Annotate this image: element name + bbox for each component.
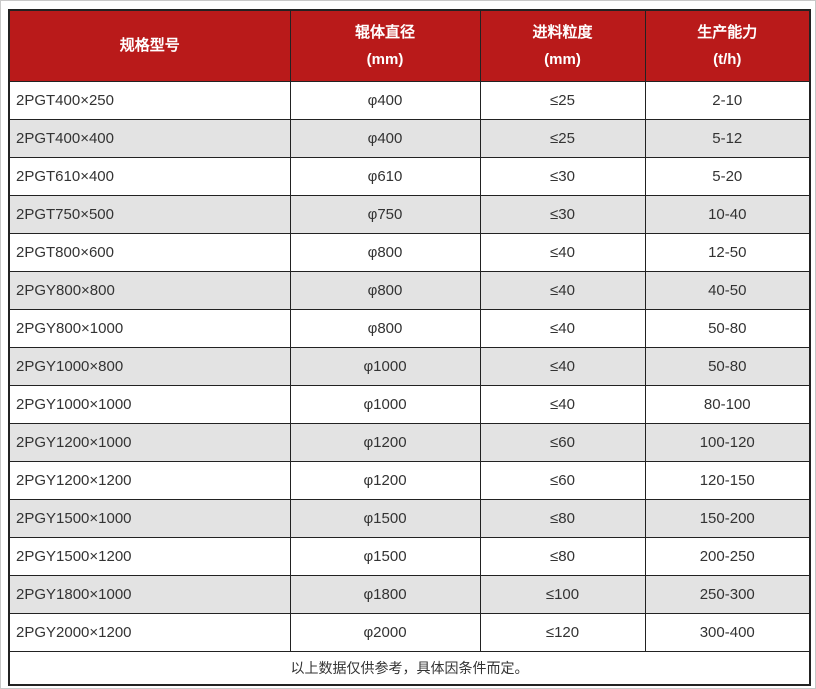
cell-model: 2PGY1500×1000 [8, 498, 291, 538]
cell-capacity: 300-400 [644, 612, 811, 652]
cell-feed-size: ≤30 [479, 156, 646, 196]
cell-feed-size: ≤40 [479, 308, 646, 348]
column-header-feed-size: 进料粒度 (mm) [479, 9, 646, 82]
column-header-model-label: 规格型号 [119, 37, 180, 55]
cell-capacity: 2-10 [644, 80, 811, 120]
cell-feed-size: ≤25 [479, 118, 646, 158]
cell-model: 2PGT400×400 [8, 118, 291, 158]
cell-roller-diameter: φ400 [289, 118, 481, 158]
table-row: 2PGT610×400 φ610 ≤30 5-20 [8, 156, 811, 196]
cell-roller-diameter: φ610 [289, 156, 481, 196]
cell-feed-size: ≤40 [479, 232, 646, 272]
cell-roller-diameter: φ1800 [289, 574, 481, 614]
cell-model: 2PGY800×800 [8, 270, 291, 310]
cell-model: 2PGY1200×1200 [8, 460, 291, 500]
column-header-model: 规格型号 [8, 9, 291, 82]
table-row: 2PGT800×600 φ800 ≤40 12-50 [8, 232, 811, 272]
cell-feed-size: ≤80 [479, 498, 646, 538]
column-header-capacity: 生产能力 (t/h) [644, 9, 811, 82]
cell-model: 2PGT750×500 [8, 194, 291, 234]
cell-feed-size: ≤40 [479, 346, 646, 386]
table-row: 2PGT750×500 φ750 ≤30 10-40 [8, 194, 811, 234]
cell-model: 2PGT610×400 [8, 156, 291, 196]
cell-model: 2PGY2000×1200 [8, 612, 291, 652]
cell-capacity: 50-80 [644, 308, 811, 348]
table-row: 2PGT400×400 φ400 ≤25 5-12 [8, 118, 811, 158]
header-row: 规格型号 辊体直径 (mm) 进料粒度 (mm) 生产能力 (t/h) [8, 9, 811, 82]
cell-capacity: 5-20 [644, 156, 811, 196]
table-row: 2PGY1500×1000 φ1500 ≤80 150-200 [8, 498, 811, 538]
cell-capacity: 100-120 [644, 422, 811, 462]
cell-capacity: 150-200 [644, 498, 811, 538]
cell-model: 2PGY1000×1000 [8, 384, 291, 424]
table-row: 2PGY2000×1200 φ2000 ≤120 300-400 [8, 612, 811, 652]
cell-roller-diameter: φ800 [289, 270, 481, 310]
column-header-capacity-unit: (t/h) [713, 50, 742, 68]
table-footer: 以上数据仅供参考，具体因条件而定。 [8, 650, 811, 686]
cell-feed-size: ≤100 [479, 574, 646, 614]
cell-model: 2PGY1200×1000 [8, 422, 291, 462]
cell-roller-diameter: φ1200 [289, 460, 481, 500]
footer-note: 以上数据仅供参考，具体因条件而定。 [8, 650, 811, 686]
column-header-roller-diameter: 辊体直径 (mm) [289, 9, 481, 82]
table-row: 2PGT400×250 φ400 ≤25 2-10 [8, 80, 811, 120]
cell-feed-size: ≤60 [479, 460, 646, 500]
cell-roller-diameter: φ750 [289, 194, 481, 234]
cell-roller-diameter: φ800 [289, 232, 481, 272]
cell-feed-size: ≤60 [479, 422, 646, 462]
column-header-capacity-label: 生产能力 [697, 23, 758, 41]
cell-capacity: 120-150 [644, 460, 811, 500]
cell-model: 2PGY800×1000 [8, 308, 291, 348]
column-header-feed-size-label: 进料粒度 [532, 23, 593, 41]
cell-capacity: 250-300 [644, 574, 811, 614]
cell-model: 2PGT800×600 [8, 232, 291, 272]
cell-feed-size: ≤120 [479, 612, 646, 652]
spec-table: 规格型号 辊体直径 (mm) 进料粒度 (mm) 生产能力 (t/h) 2PGT… [8, 9, 811, 686]
cell-feed-size: ≤30 [479, 194, 646, 234]
cell-capacity: 10-40 [644, 194, 811, 234]
cell-capacity: 12-50 [644, 232, 811, 272]
footer-row: 以上数据仅供参考，具体因条件而定。 [8, 650, 811, 686]
cell-roller-diameter: φ1500 [289, 498, 481, 538]
table-row: 2PGY800×1000 φ800 ≤40 50-80 [8, 308, 811, 348]
cell-roller-diameter: φ800 [289, 308, 481, 348]
table-header: 规格型号 辊体直径 (mm) 进料粒度 (mm) 生产能力 (t/h) [8, 9, 811, 82]
cell-capacity: 80-100 [644, 384, 811, 424]
cell-roller-diameter: φ1200 [289, 422, 481, 462]
table-row: 2PGY1000×1000 φ1000 ≤40 80-100 [8, 384, 811, 424]
cell-model: 2PGY1500×1200 [8, 536, 291, 576]
column-header-feed-size-unit: (mm) [544, 50, 581, 68]
cell-feed-size: ≤40 [479, 384, 646, 424]
cell-roller-diameter: φ1500 [289, 536, 481, 576]
table-row: 2PGY1200×1000 φ1200 ≤60 100-120 [8, 422, 811, 462]
cell-feed-size: ≤80 [479, 536, 646, 576]
cell-model: 2PGT400×250 [8, 80, 291, 120]
cell-roller-diameter: φ2000 [289, 612, 481, 652]
table-row: 2PGY1000×800 φ1000 ≤40 50-80 [8, 346, 811, 386]
column-header-roller-diameter-label: 辊体直径 [354, 23, 415, 41]
table-row: 2PGY800×800 φ800 ≤40 40-50 [8, 270, 811, 310]
table-body: 2PGT400×250 φ400 ≤25 2-10 2PGT400×400 φ400 ≤25… [8, 80, 811, 652]
cell-roller-diameter: φ1000 [289, 346, 481, 386]
table-row: 2PGY1500×1200 φ1500 ≤80 200-250 [8, 536, 811, 576]
cell-model: 2PGY1000×800 [8, 346, 291, 386]
table-row: 2PGY1800×1000 φ1800 ≤100 250-300 [8, 574, 811, 614]
cell-capacity: 5-12 [644, 118, 811, 158]
cell-model: 2PGY1800×1000 [8, 574, 291, 614]
column-header-roller-diameter-unit: (mm) [366, 50, 404, 68]
cell-feed-size: ≤40 [479, 270, 646, 310]
cell-roller-diameter: φ400 [289, 80, 481, 120]
cell-feed-size: ≤25 [479, 80, 646, 120]
cell-roller-diameter: φ1000 [289, 384, 481, 424]
table-row: 2PGY1200×1200 φ1200 ≤60 120-150 [8, 460, 811, 500]
cell-capacity: 50-80 [644, 346, 811, 386]
cell-capacity: 200-250 [644, 536, 811, 576]
cell-capacity: 40-50 [644, 270, 811, 310]
